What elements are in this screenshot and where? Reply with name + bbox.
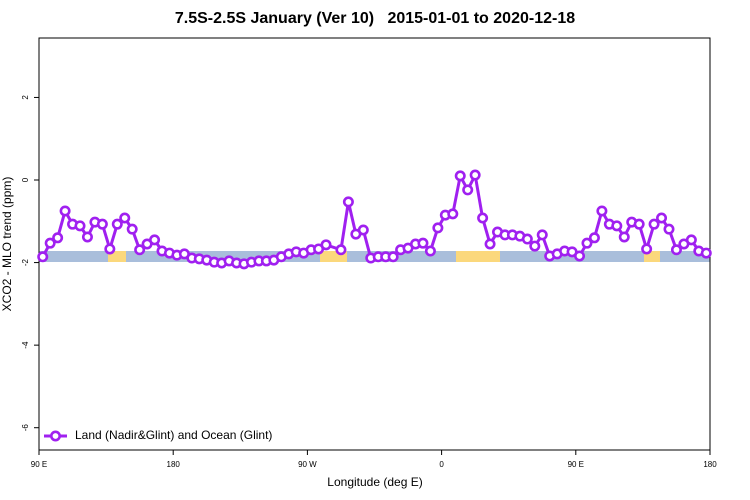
data-point xyxy=(320,239,332,251)
data-point xyxy=(432,222,444,234)
x-axis-label: Longitude (deg E) xyxy=(327,475,422,489)
data-point xyxy=(648,218,660,230)
land-band xyxy=(644,251,660,262)
data-point xyxy=(588,232,600,244)
data-point xyxy=(387,251,399,263)
data-point xyxy=(656,212,668,224)
data-point xyxy=(484,238,496,250)
data-point xyxy=(462,184,474,196)
y-axis-label: XCO2 - MLO trend (ppm) xyxy=(0,177,14,312)
data-point xyxy=(641,243,653,255)
x-tick-label: 90 E xyxy=(568,460,584,469)
data-point xyxy=(134,244,146,256)
data-point xyxy=(96,218,108,230)
data-point xyxy=(357,224,369,236)
data-point xyxy=(685,234,697,246)
chart-title: 7.5S-2.5S January (Ver 10) 2015-01-01 to… xyxy=(175,10,575,27)
data-point xyxy=(44,237,56,249)
data-point xyxy=(574,250,586,262)
y-tick-label: -2 xyxy=(21,258,30,266)
data-point xyxy=(447,208,459,220)
data-point xyxy=(596,205,608,217)
data-point xyxy=(536,229,548,241)
x-tick-label: 180 xyxy=(167,460,181,469)
data-point xyxy=(59,205,71,217)
data-point xyxy=(417,237,429,249)
data-point xyxy=(633,218,645,230)
data-point xyxy=(104,243,116,255)
data-point xyxy=(126,223,138,235)
data-point xyxy=(529,240,541,252)
y-tick-label: -6 xyxy=(21,424,30,432)
data-point xyxy=(342,196,354,208)
data-point xyxy=(81,231,93,243)
x-tick-label: 90 E xyxy=(31,460,47,469)
data-point xyxy=(119,212,131,224)
land-band xyxy=(456,251,500,262)
data-point xyxy=(469,169,481,181)
x-tick-label: 0 xyxy=(439,460,444,469)
data-point xyxy=(477,212,489,224)
land-band xyxy=(320,251,347,262)
data-point xyxy=(700,247,712,259)
data-point xyxy=(74,220,86,232)
y-tick-label: 0 xyxy=(21,177,30,182)
data-point xyxy=(611,220,623,232)
data-point xyxy=(521,233,533,245)
data-point xyxy=(424,245,436,257)
data-point xyxy=(663,223,675,235)
data-point xyxy=(670,244,682,256)
x-tick-label: 90 W xyxy=(298,460,317,469)
data-point xyxy=(335,244,347,256)
data-point xyxy=(37,251,49,263)
x-tick-label: 180 xyxy=(703,460,717,469)
data-point xyxy=(52,232,64,244)
y-tick-label: 2 xyxy=(21,95,30,100)
data-point xyxy=(618,231,630,243)
land-band xyxy=(108,251,126,262)
y-tick-label: -4 xyxy=(21,341,30,349)
data-point xyxy=(454,170,466,182)
data-point xyxy=(581,237,593,249)
legend-marker xyxy=(49,430,61,442)
data-point xyxy=(149,234,161,246)
data-point xyxy=(111,218,123,230)
plot-frame xyxy=(38,37,711,451)
legend-label: Land (Nadir&Glint) and Ocean (Glint) xyxy=(75,428,272,442)
